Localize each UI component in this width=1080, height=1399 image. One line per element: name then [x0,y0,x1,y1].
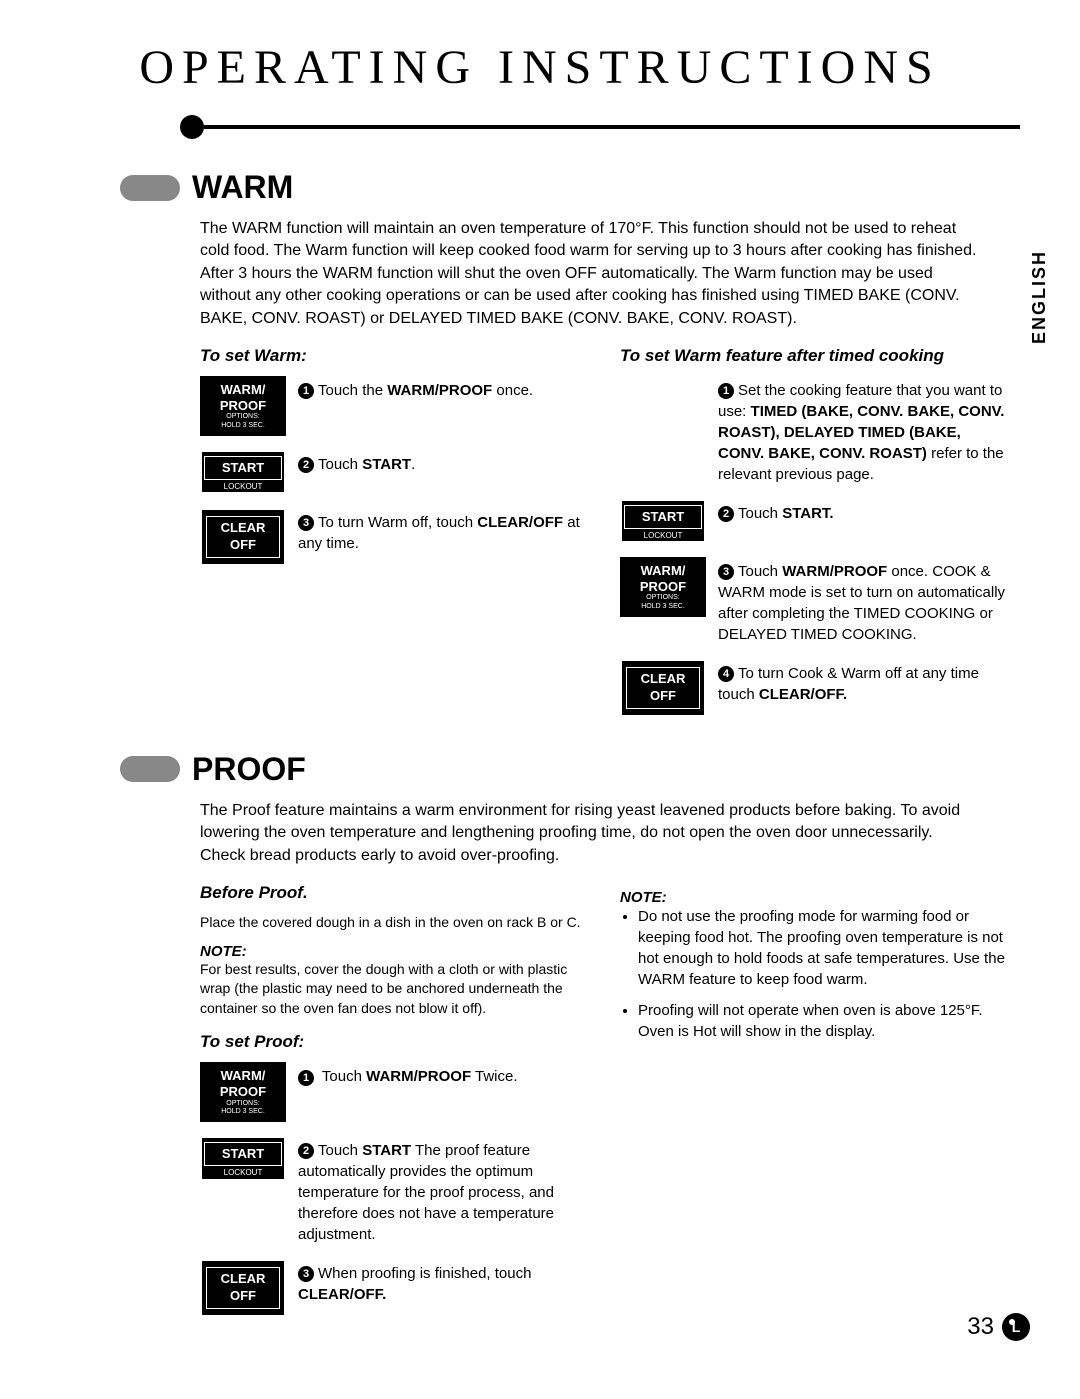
before-proof-text: Place the covered dough in a dish in the… [200,913,590,933]
btn-subtext: OPTIONS: [204,1100,282,1108]
to-set-proof-label: To set Proof: [200,1032,590,1052]
clear-off-button[interactable]: CLEAR OFF [620,659,706,717]
start-button[interactable]: START LOCKOUT [200,1136,286,1180]
section-pill [120,756,180,782]
warm-proof-button[interactable]: WARM/ PROOF OPTIONS: HOLD 3 SEC. [200,376,286,436]
btn-subtext: OPTIONS: [624,594,702,602]
step-text-bold: CLEAR/OFF. [298,1286,386,1303]
step-number-icon: 4 [718,666,734,682]
step-text-bold: WARM/PROOF [387,382,492,399]
btn-subtext: LOCKOUT [624,531,702,541]
start-button[interactable]: START LOCKOUT [620,499,706,543]
step-text-part: once. [492,382,533,399]
rule-dot [180,115,204,139]
btn-text: PROOF [624,579,702,595]
step-number-icon: 1 [298,383,314,399]
step-text-part: Touch the [318,382,387,399]
step-number-icon: 3 [298,1266,314,1282]
btn-text: START [204,1142,282,1166]
start-button[interactable]: START LOCKOUT [200,450,286,494]
step-number-icon: 1 [718,383,734,399]
btn-subtext: OPTIONS: [204,413,282,421]
page-title: OPERATING INSTRUCTIONS [60,40,1020,95]
step-number-icon: 3 [718,564,734,580]
step-text-part: . [411,456,415,473]
step-text-part: Twice. [471,1068,517,1085]
btn-text: OFF [230,537,256,552]
step-text-bold: WARM/PROOF [366,1068,471,1085]
lg-logo-icon: L [1002,1313,1030,1341]
btn-subtext: HOLD 3 SEC. [204,422,282,430]
step-text-part: Touch [738,505,782,522]
step-number-icon: 1 [298,1070,314,1086]
warm-proof-button[interactable]: WARM/ PROOF OPTIONS: HOLD 3 SEC. [620,557,706,617]
section-title-proof: PROOF [192,751,306,788]
warm-proof-button[interactable]: WARM/ PROOF OPTIONS: HOLD 3 SEC. [200,1062,286,1122]
language-tab: ENGLISH [1029,250,1050,344]
section-pill [120,175,180,201]
step-number-icon: 2 [718,506,734,522]
btn-text: CLEAR [221,520,266,535]
step-number-icon: 2 [298,1143,314,1159]
step-text-part: Touch [318,1142,362,1159]
step-text-bold: START. [782,505,833,522]
btn-subtext: LOCKOUT [204,1168,282,1178]
warm-intro: The WARM function will maintain an oven … [200,218,980,330]
page-number: 33 [967,1313,994,1341]
bullet-text: Do not use the proofing mode for warming… [638,908,1005,988]
bullet-text: Proofing will not operate when oven is a… [638,1002,983,1040]
proof-note-1: For best results, cover the dough with a… [200,960,590,1019]
step-text-part: To turn Cook & Warm off at any time touc… [718,665,979,703]
step-text-part: To turn Warm off, touch [318,514,477,531]
clear-off-button[interactable]: CLEAR OFF [200,1259,286,1317]
warm-after-step-4: 4To turn Cook & Warm off at any time tou… [718,659,1010,705]
btn-subtext: HOLD 3 SEC. [624,603,702,611]
to-set-warm-label: To set Warm: [200,346,590,366]
step-number-icon: 2 [298,457,314,473]
step-text-bold: WARM/PROOF [782,563,887,580]
step-text-part: Touch [322,1068,366,1085]
btn-subtext: HOLD 3 SEC. [204,1108,282,1116]
step-text-part: Touch [738,563,782,580]
step-text-bold: CLEAR/OFF [477,514,563,531]
warm-after-step-2: 2Touch START. [718,499,1010,524]
btn-text: PROOF [204,398,282,414]
step-text-bold: START [362,456,411,473]
note-label: NOTE: [200,943,590,960]
to-set-warm-after-label: To set Warm feature after timed cooking [620,346,1010,366]
proof-step-3: 3When proofing is finished, touch CLEAR/… [298,1259,590,1305]
header-rule [60,115,1020,139]
btn-text: WARM/ [204,1068,282,1084]
step-text-part: Touch [318,456,362,473]
proof-note-bullet-2: Proofing will not operate when oven is a… [638,1000,1010,1042]
warm-after-step-1: 1Set the cooking feature that you want t… [718,376,1010,485]
btn-text: OFF [650,688,676,703]
proof-note-bullet-1: Do not use the proofing mode for warming… [638,906,1010,990]
warm-step-2: 2Touch START. [298,450,590,475]
btn-text: WARM/ [624,563,702,579]
clear-off-button[interactable]: CLEAR OFF [200,508,286,566]
btn-subtext: LOCKOUT [204,482,282,492]
warm-step-1: 1Touch the WARM/PROOF once. [298,376,590,401]
btn-text: PROOF [204,1084,282,1100]
before-proof-label: Before Proof. [200,883,590,903]
step-text-bold: CLEAR/OFF. [759,686,847,703]
warm-after-step-3: 3Touch WARM/PROOF once. COOK & WARM mode… [718,557,1010,645]
step-number-icon: 3 [298,515,314,531]
proof-step-1: 1 Touch WARM/PROOF Twice. [298,1062,590,1087]
step-text-part: When proofing is finished, touch [318,1265,531,1282]
step-text-bold: START [362,1142,411,1159]
note-label: NOTE: [620,889,1010,906]
btn-text: OFF [230,1288,256,1303]
proof-step-2: 2Touch START The proof feature automatic… [298,1136,590,1245]
rule-bar [204,125,1020,129]
warm-step-3: 3To turn Warm off, touch CLEAR/OFF at an… [298,508,590,554]
section-title-warm: WARM [192,169,293,206]
proof-intro: The Proof feature maintains a warm envir… [200,800,980,867]
btn-text: WARM/ [204,382,282,398]
btn-text: START [204,456,282,480]
btn-text: START [624,505,702,529]
btn-text: CLEAR [641,671,686,686]
btn-text: CLEAR [221,1271,266,1286]
